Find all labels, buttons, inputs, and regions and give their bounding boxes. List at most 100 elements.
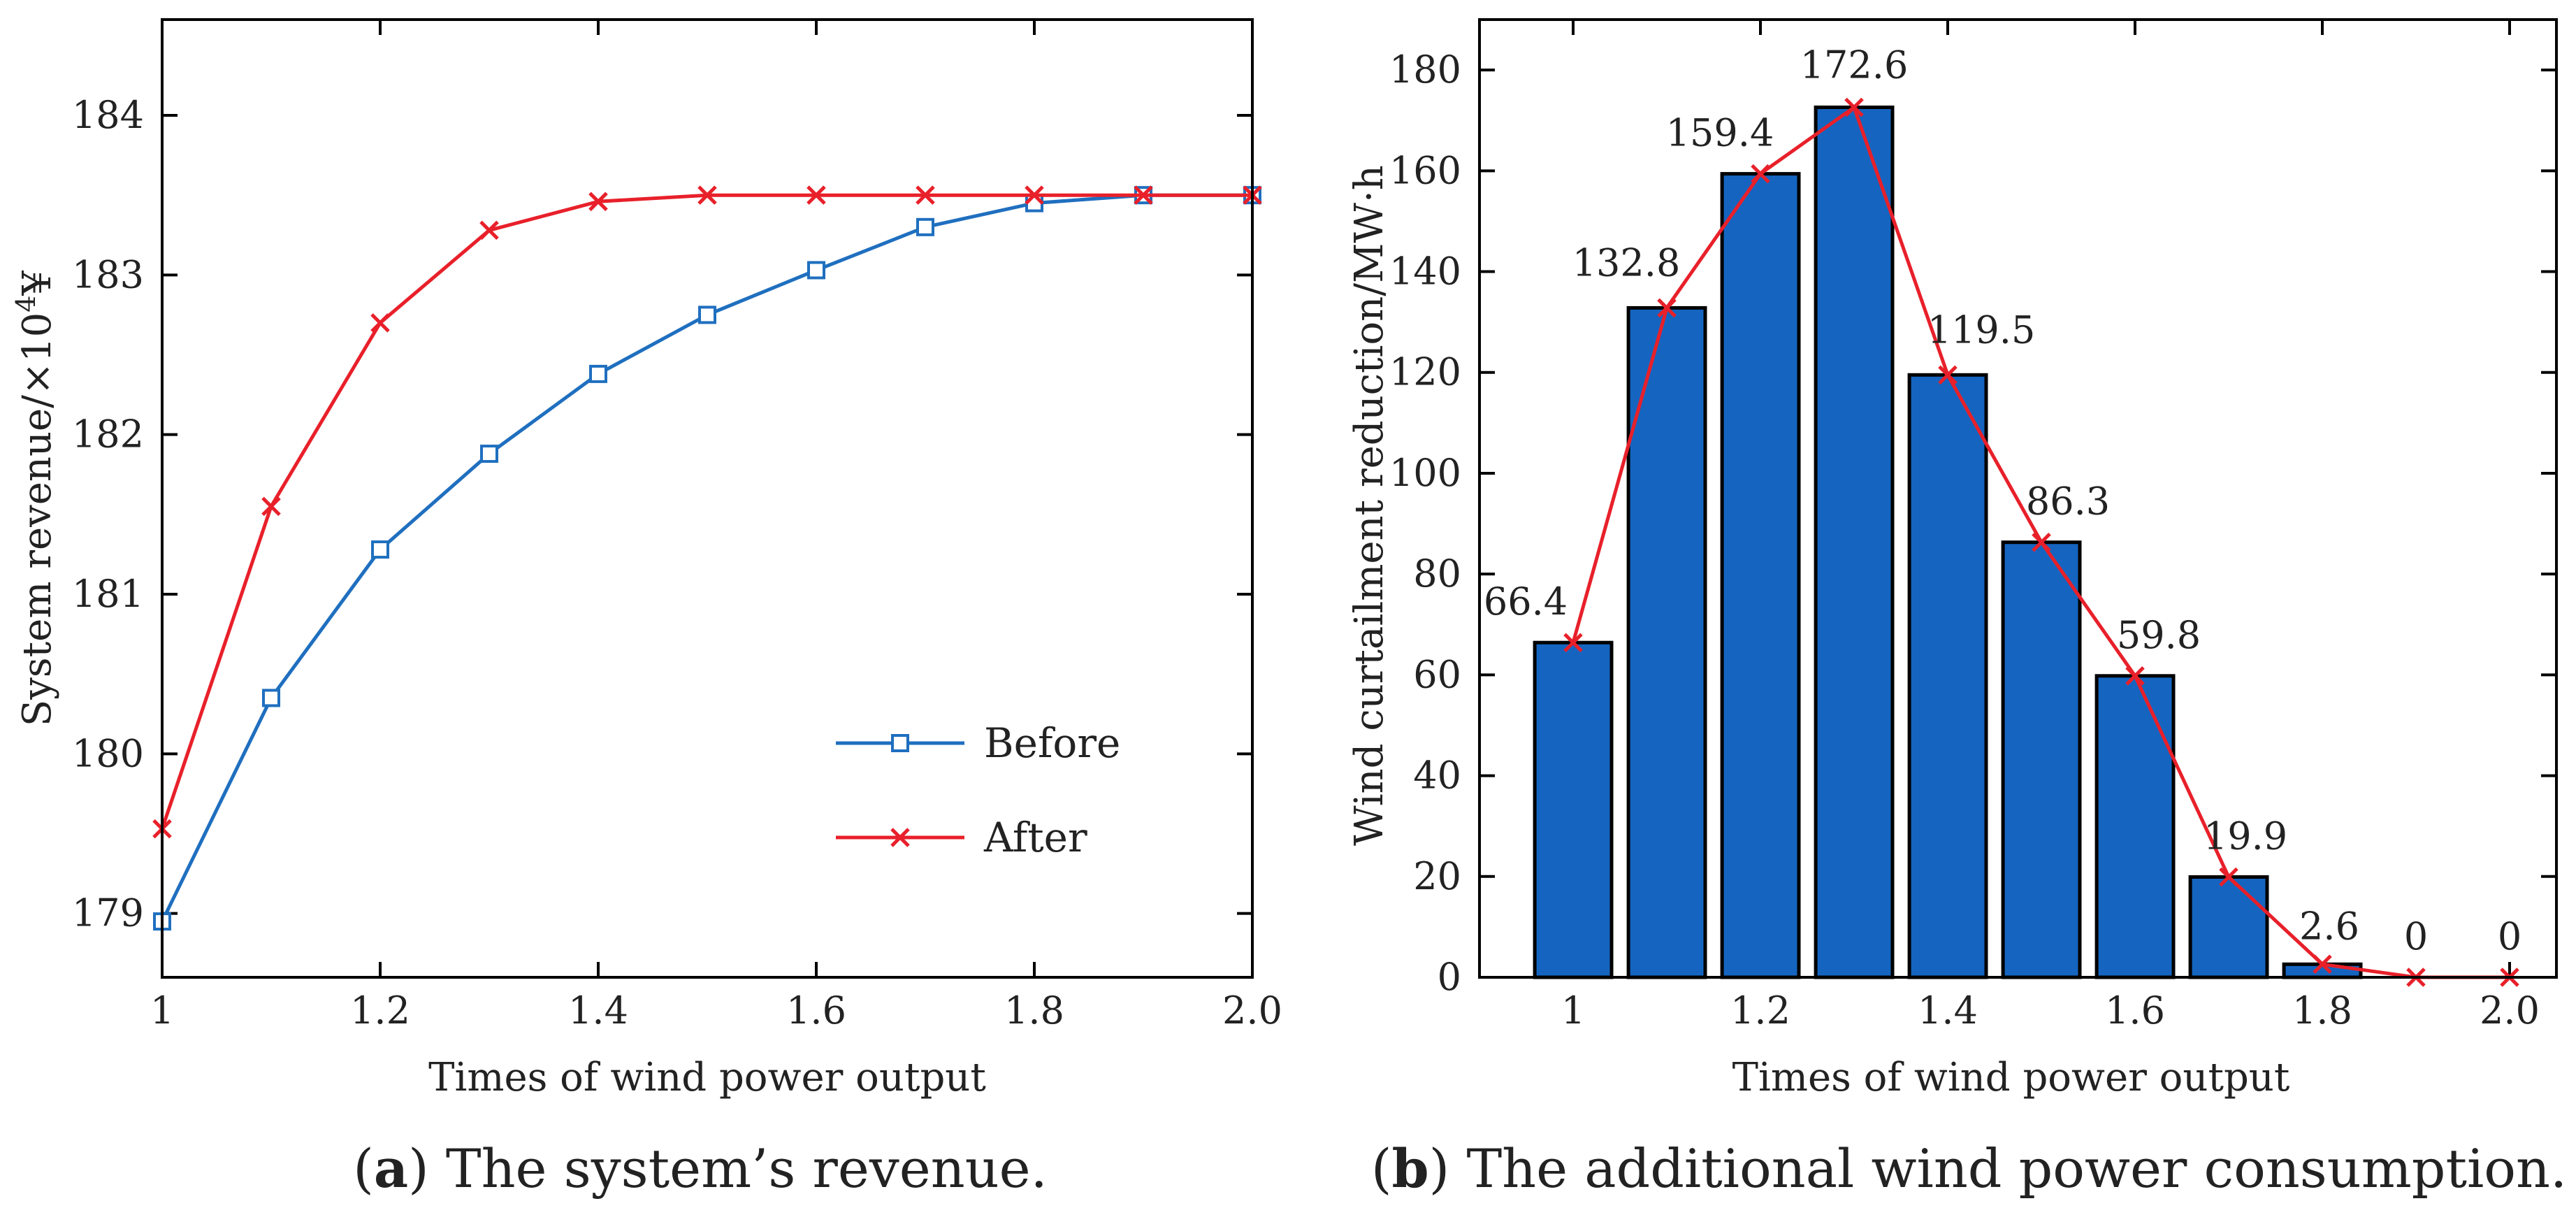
chart-a-x-tick-label: 1.4 bbox=[568, 988, 628, 1033]
chart-b-x-tick-label: 1.2 bbox=[1730, 988, 1790, 1033]
chart-a-series-group bbox=[152, 185, 1262, 931]
chart-a-caption-letter: a bbox=[374, 1137, 408, 1200]
chart-b-data-labels: 66.4 132.8 159.4 172.6 119.5 86.3 59.8 19.9 2.6 0… bbox=[1484, 43, 2521, 959]
chart-b-line-group bbox=[1563, 97, 2519, 987]
chart-b-caption-letter: b bbox=[1392, 1137, 1429, 1200]
chart-a-point-after-stroke bbox=[588, 192, 608, 212]
chart-b-bar bbox=[1907, 373, 1988, 979]
chart-a-legend: Before After bbox=[836, 719, 1120, 861]
chart-b-x-tick-label: 1.4 bbox=[1918, 988, 1978, 1033]
chart-b-point bbox=[1938, 365, 1958, 385]
chart-a-x-tick-label: 1.6 bbox=[786, 988, 846, 1033]
chart-a-y-tick-label: 181 bbox=[72, 572, 144, 616]
chart-b-data-label: 86.3 bbox=[2026, 480, 2110, 524]
chart-b-y-tick-label: 160 bbox=[1389, 148, 1461, 192]
chart-a-point-after bbox=[479, 220, 499, 240]
chart-b-data-label: 172.6 bbox=[1800, 43, 1909, 87]
chart-b-point bbox=[1657, 298, 1677, 318]
chart-b-point bbox=[1844, 97, 1864, 117]
chart-a-point-after bbox=[916, 185, 935, 205]
chart-a-point-before bbox=[262, 689, 280, 707]
chart-a-point-after bbox=[370, 313, 390, 333]
chart-b-bar bbox=[2094, 674, 2176, 979]
chart-a-point-after bbox=[1025, 185, 1044, 205]
chart-a-x-tick-label: 1 bbox=[150, 988, 174, 1033]
chart-a-caption-open: ( bbox=[353, 1137, 374, 1200]
chart-a-caption: (a) The system’s revenue. bbox=[353, 1137, 1048, 1200]
chart-b-point-stroke bbox=[2219, 867, 2238, 887]
chart-a-point-after-stroke bbox=[261, 496, 281, 517]
chart-b-caption-close: ) bbox=[1429, 1137, 1467, 1200]
chart-a-point-after-stroke bbox=[479, 220, 499, 240]
chart-b-data-label: 66.4 bbox=[1484, 580, 1568, 624]
chart-a-point-before bbox=[698, 305, 716, 324]
chart-b-plot-frame bbox=[1478, 18, 2558, 979]
chart-a-point-before bbox=[371, 540, 389, 559]
chart-b-y-tick-label: 0 bbox=[1438, 955, 1461, 999]
chart-b-bar bbox=[2001, 540, 2082, 979]
chart-a-point-before bbox=[589, 364, 607, 383]
chart-b-y-axis-title: Wind curtailment reduction/MW·h bbox=[1347, 165, 1392, 846]
chart-a-point-after bbox=[806, 185, 826, 205]
chart-a-point-before bbox=[916, 217, 934, 236]
chart-a-point-after bbox=[261, 496, 281, 517]
chart-b-point bbox=[2032, 532, 2051, 552]
chart-b-x-tick-label: 1 bbox=[1561, 988, 1585, 1033]
chart-a-point-after bbox=[697, 185, 717, 205]
chart-a-ticks: 1 1.2 1.4 1.6 1.8 2.0 179 180 181 182 183 184 bbox=[72, 20, 1282, 1033]
chart-b-point-stroke bbox=[1751, 164, 1770, 184]
chart-b-data-label: 2.6 bbox=[2299, 904, 2359, 948]
chart-a-x-tick-label: 2.0 bbox=[1222, 988, 1282, 1033]
chart-a-y-axis-title-sup: 4 bbox=[10, 296, 41, 312]
chart-b-x-tick-label: 1.8 bbox=[2292, 988, 2352, 1033]
chart-b-ticks: 1 1.2 1.4 1.6 1.8 2.0 0 20 40 60 80 100 120 140 160 180 bbox=[1389, 20, 2556, 1033]
chart-a-legend-marker-before bbox=[891, 734, 909, 752]
chart-a-y-tick-label: 179 bbox=[72, 891, 144, 935]
chart-a-point-after-stroke bbox=[1134, 185, 1153, 205]
chart-a-y-tick-label: 184 bbox=[72, 93, 144, 137]
chart-b-bar bbox=[1814, 106, 1895, 979]
chart-b-y-tick-label: 20 bbox=[1413, 854, 1461, 898]
chart-a-point-after-stroke bbox=[370, 313, 390, 333]
chart-a-point-after bbox=[1134, 185, 1153, 205]
chart-b-y-tick-label: 140 bbox=[1389, 250, 1461, 294]
chart-a-series-before bbox=[153, 186, 1261, 931]
chart-b-data-label: 0 bbox=[2404, 914, 2428, 958]
chart-b-point bbox=[2313, 954, 2332, 975]
chart-a-point-before bbox=[807, 261, 825, 280]
chart-b-point bbox=[1563, 633, 1583, 652]
chart-b-y-tick-label: 60 bbox=[1413, 652, 1461, 696]
chart-a-y-axis-title-main: System revenue/×10 bbox=[15, 312, 60, 726]
chart-b-point-stroke bbox=[2125, 666, 2145, 686]
chart-b-caption-text: The additional wind power consumption. bbox=[1466, 1137, 2567, 1200]
chart-b-y-tick-label: 120 bbox=[1389, 350, 1461, 394]
chart-a-y-tick-label: 180 bbox=[72, 731, 144, 775]
chart-a-x-tick-label: 1.8 bbox=[1004, 988, 1064, 1033]
chart-b-point-stroke bbox=[1938, 365, 1958, 385]
chart-a-x-axis-title: Times of wind power output bbox=[428, 1055, 986, 1100]
chart-b-wind-consumption: 1 1.2 1.4 1.6 1.8 2.0 0 20 40 60 80 100 120 140 160 180… bbox=[1347, 18, 2567, 1200]
chart-b-data-label: 159.4 bbox=[1666, 111, 1774, 155]
chart-a-point-after bbox=[588, 192, 608, 212]
chart-a-y-tick-label: 183 bbox=[72, 252, 144, 296]
chart-a-x-tick-label: 1.2 bbox=[350, 988, 410, 1033]
chart-b-caption-open: ( bbox=[1371, 1137, 1392, 1200]
chart-a-point-after-stroke bbox=[1025, 185, 1044, 205]
chart-a-caption-text: The system’s revenue. bbox=[446, 1137, 1048, 1200]
chart-a-y-axis-title: System revenue/×104¥ bbox=[10, 271, 60, 726]
chart-b-point-stroke bbox=[1844, 97, 1864, 117]
chart-b-data-label: 119.5 bbox=[1927, 308, 2036, 352]
chart-b-x-axis-title: Times of wind power output bbox=[1732, 1055, 2290, 1100]
chart-a-legend-marker-after bbox=[890, 828, 910, 847]
chart-a-series-after bbox=[152, 185, 1262, 839]
chart-b-point-stroke bbox=[2313, 954, 2332, 975]
chart-b-point-stroke bbox=[1657, 298, 1677, 318]
chart-b-point bbox=[2219, 867, 2238, 887]
chart-b-x-tick-label: 1.6 bbox=[2105, 988, 2165, 1033]
chart-a-y-axis-title-unit: ¥ bbox=[15, 271, 60, 296]
chart-b-bar bbox=[1533, 640, 1614, 979]
chart-b-data-label: 0 bbox=[2498, 914, 2521, 958]
chart-b-data-label: 19.9 bbox=[2204, 814, 2287, 858]
chart-b-bar bbox=[2188, 875, 2269, 979]
